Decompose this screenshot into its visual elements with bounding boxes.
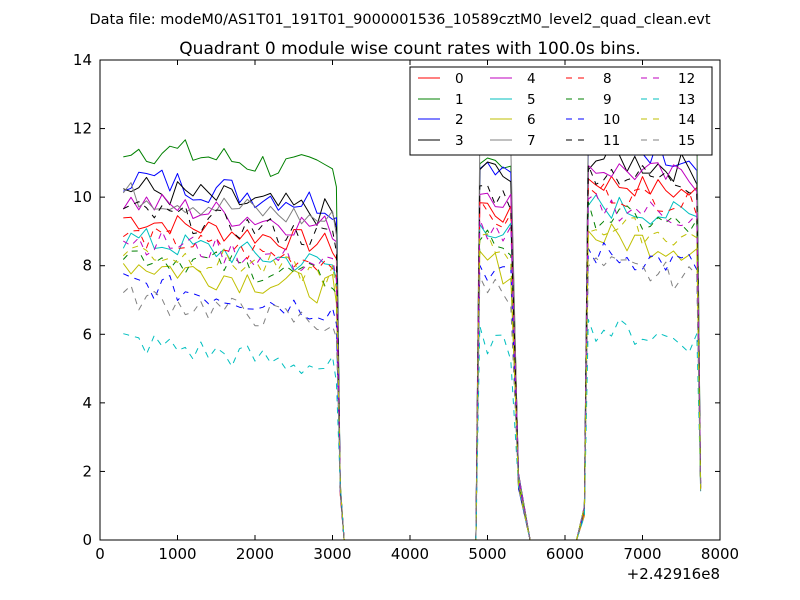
legend-frame xyxy=(409,66,713,156)
axis-ticks: 0 1000 2000 3000 4000 5000 6000 7000 80000246810… xyxy=(73,51,739,563)
series-line-15 xyxy=(122,256,702,541)
x-tick-label: 0 xyxy=(95,545,105,563)
chart-suptitle: Data file: modeM0/AS1T01_191T01_90000015… xyxy=(89,12,710,28)
chart-title: Quadrant 0 module wise count rates with … xyxy=(179,39,640,59)
y-tick-label: 2 xyxy=(82,462,92,480)
x-tick-label: 8000 xyxy=(701,545,739,563)
legend-label-10: 10 xyxy=(603,112,620,128)
legend-label-12: 12 xyxy=(678,71,695,87)
x-tick-label: 5000 xyxy=(468,545,506,563)
legend-label-0: 0 xyxy=(455,71,464,87)
x-tick-label: 7000 xyxy=(623,545,661,563)
x-tick-label: 4000 xyxy=(391,545,429,563)
x-tick-label: 1000 xyxy=(158,545,196,563)
y-tick-label: 12 xyxy=(73,120,92,138)
y-tick-label: 14 xyxy=(73,51,92,69)
x-tick-label: 3000 xyxy=(313,545,351,563)
x-tick-label: 2000 xyxy=(236,545,274,563)
legend-label-8: 8 xyxy=(603,71,612,87)
series-line-13 xyxy=(123,318,702,541)
x-offset-label: +2.42916e8 xyxy=(627,565,720,583)
series-layer xyxy=(122,104,702,541)
y-tick-label: 0 xyxy=(82,531,92,549)
legend-label-6: 6 xyxy=(527,112,536,128)
legend-label-13: 13 xyxy=(678,92,695,108)
y-tick-label: 6 xyxy=(82,325,92,343)
x-tick-label: 6000 xyxy=(546,545,584,563)
y-tick-label: 10 xyxy=(73,188,92,206)
y-tick-label: 8 xyxy=(82,257,92,275)
legend-label-15: 15 xyxy=(678,133,695,149)
legend-label-1: 1 xyxy=(455,92,464,108)
legend-label-4: 4 xyxy=(527,71,536,87)
legend-label-2: 2 xyxy=(455,112,464,128)
legend-label-14: 14 xyxy=(678,112,695,128)
legend-label-9: 9 xyxy=(603,92,612,108)
legend-label-5: 5 xyxy=(527,92,536,108)
plot-area-frame xyxy=(99,59,721,541)
legend-label-11: 11 xyxy=(603,133,620,149)
legend-label-3: 3 xyxy=(455,133,464,149)
y-tick-label: 4 xyxy=(82,394,92,412)
series-line-14 xyxy=(122,217,702,541)
series-line-12 xyxy=(123,192,702,541)
legend-label-7: 7 xyxy=(527,133,536,149)
